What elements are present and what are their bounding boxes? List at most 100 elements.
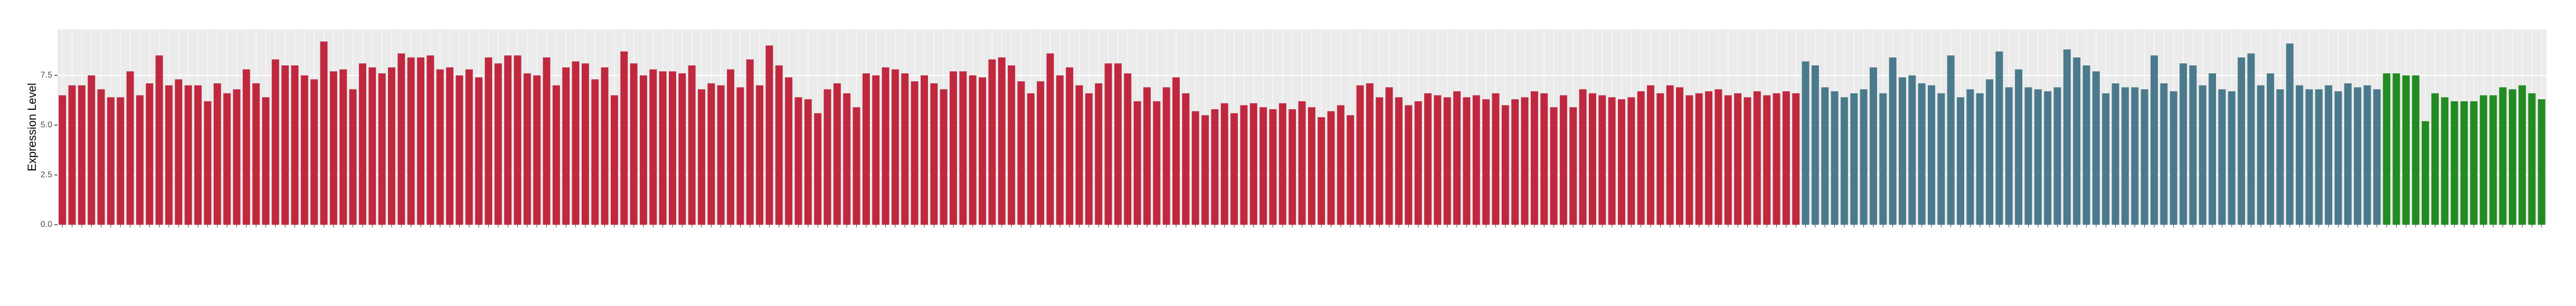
- bar: [2383, 73, 2391, 225]
- bar: [1405, 105, 1413, 225]
- bar: [397, 53, 405, 225]
- bar: [1724, 95, 1732, 225]
- bar: [1046, 53, 1054, 225]
- bar: [1230, 113, 1238, 225]
- bar: [872, 75, 880, 225]
- y-tick-label: 7.5: [41, 71, 52, 80]
- bar: [320, 41, 328, 225]
- bar: [1773, 93, 1781, 225]
- bar: [2431, 93, 2439, 225]
- bar: [969, 75, 977, 225]
- bar: [1434, 95, 1442, 225]
- bar: [736, 87, 744, 225]
- bar: [1327, 111, 1335, 225]
- bar: [1472, 95, 1480, 225]
- bar: [804, 99, 812, 225]
- bar: [1395, 97, 1403, 225]
- bar: [233, 89, 241, 225]
- bar: [1259, 107, 1267, 225]
- bar: [2508, 89, 2516, 225]
- bar: [1037, 81, 1045, 225]
- bar: [1646, 85, 1654, 225]
- bar: [2121, 87, 2129, 225]
- bar: [1182, 93, 1190, 225]
- bar: [1066, 67, 1074, 225]
- bar: [2537, 99, 2545, 225]
- bar: [107, 97, 115, 225]
- bar: [2460, 101, 2468, 225]
- bar: [2111, 83, 2119, 225]
- bar: [2257, 85, 2265, 225]
- bar: [1492, 93, 1500, 225]
- bar: [1356, 85, 1364, 225]
- bar: [2402, 75, 2410, 225]
- bar: [765, 45, 773, 225]
- bar: [1521, 97, 1529, 225]
- bar: [456, 75, 463, 225]
- bar: [1308, 107, 1315, 225]
- bar: [1191, 111, 1199, 225]
- bar: [1734, 93, 1742, 225]
- bar: [1889, 57, 1897, 225]
- bar: [581, 63, 589, 225]
- bar: [1957, 97, 1965, 225]
- bar: [1928, 85, 1935, 225]
- bar: [746, 59, 754, 225]
- bar: [300, 75, 308, 225]
- bar: [1811, 65, 1819, 225]
- bar: [853, 107, 860, 225]
- bar: [756, 85, 764, 225]
- bar: [1559, 95, 1567, 225]
- bar: [446, 67, 453, 225]
- bar: [1792, 93, 1800, 225]
- bar: [1695, 93, 1703, 225]
- bar: [1385, 87, 1393, 225]
- bar: [2305, 89, 2313, 225]
- bar: [610, 95, 618, 225]
- bar: [620, 51, 628, 225]
- bar: [2092, 71, 2100, 225]
- bar: [358, 63, 366, 225]
- bar: [223, 93, 231, 225]
- bar: [901, 73, 909, 225]
- bar: [698, 89, 706, 225]
- bar: [407, 57, 415, 225]
- bar: [1501, 105, 1509, 225]
- bar: [2421, 121, 2429, 225]
- bar: [543, 57, 551, 225]
- bar: [979, 77, 987, 225]
- bar: [814, 113, 822, 225]
- bar: [1937, 93, 1945, 225]
- bar: [329, 71, 337, 225]
- bar: [310, 79, 318, 225]
- bar: [2528, 93, 2536, 225]
- bar: [1133, 101, 1141, 225]
- bar: [1744, 97, 1751, 225]
- bar: [2267, 73, 2275, 225]
- bar: [911, 81, 918, 225]
- bar: [1676, 87, 1683, 225]
- bar: [2479, 95, 2487, 225]
- bar: [97, 89, 105, 225]
- bar: [1685, 95, 1693, 225]
- bar: [1153, 101, 1161, 225]
- bar: [1831, 91, 1839, 225]
- bar: [262, 97, 270, 225]
- bar: [494, 63, 502, 225]
- bar: [1802, 61, 1810, 225]
- bar: [2325, 85, 2333, 225]
- bar: [1414, 101, 1422, 225]
- bar: [1860, 89, 1868, 225]
- bar: [378, 73, 386, 225]
- bar: [2180, 63, 2187, 225]
- bar: [1249, 103, 1257, 225]
- y-tick-label: 5.0: [41, 120, 52, 129]
- bar: [1366, 83, 1374, 225]
- bar: [572, 61, 580, 225]
- bar: [1240, 105, 1248, 225]
- bar: [523, 73, 531, 225]
- bar: [1976, 93, 1984, 225]
- bar: [998, 57, 1006, 225]
- bar: [271, 59, 279, 225]
- bar: [988, 59, 996, 225]
